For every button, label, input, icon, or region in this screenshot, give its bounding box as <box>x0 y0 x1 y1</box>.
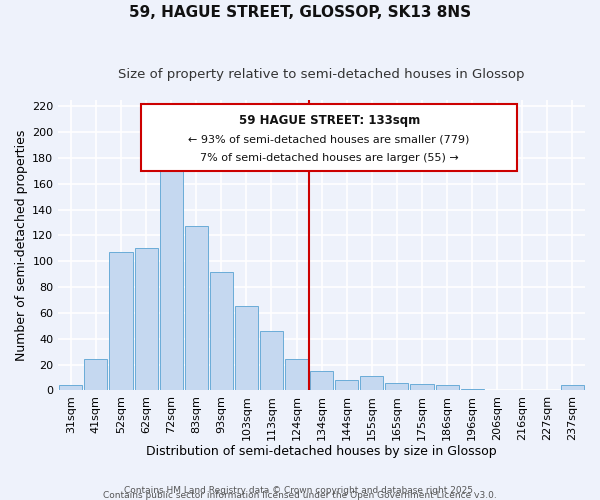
Bar <box>285 360 308 390</box>
Bar <box>210 272 233 390</box>
X-axis label: Distribution of semi-detached houses by size in Glossop: Distribution of semi-detached houses by … <box>146 444 497 458</box>
Bar <box>335 380 358 390</box>
Bar <box>260 331 283 390</box>
Text: Contains public sector information licensed under the Open Government Licence v3: Contains public sector information licen… <box>103 490 497 500</box>
Bar <box>436 385 458 390</box>
Bar <box>385 382 409 390</box>
Bar <box>235 306 258 390</box>
Bar <box>561 385 584 390</box>
Bar <box>85 360 107 390</box>
Bar <box>310 371 333 390</box>
Bar <box>109 252 133 390</box>
Bar <box>134 248 158 390</box>
Text: Contains HM Land Registry data © Crown copyright and database right 2025.: Contains HM Land Registry data © Crown c… <box>124 486 476 495</box>
Bar <box>185 226 208 390</box>
FancyBboxPatch shape <box>141 104 517 171</box>
Text: 59, HAGUE STREET, GLOSSOP, SK13 8NS: 59, HAGUE STREET, GLOSSOP, SK13 8NS <box>129 5 471 20</box>
Text: 59 HAGUE STREET: 133sqm: 59 HAGUE STREET: 133sqm <box>239 114 420 127</box>
Text: ← 93% of semi-detached houses are smaller (779): ← 93% of semi-detached houses are smalle… <box>188 134 470 144</box>
Text: 7% of semi-detached houses are larger (55) →: 7% of semi-detached houses are larger (5… <box>200 152 458 162</box>
Bar <box>410 384 434 390</box>
Bar <box>360 376 383 390</box>
Bar <box>59 385 82 390</box>
Bar <box>160 154 182 390</box>
Title: Size of property relative to semi-detached houses in Glossop: Size of property relative to semi-detach… <box>118 68 525 80</box>
Bar <box>461 389 484 390</box>
Y-axis label: Number of semi-detached properties: Number of semi-detached properties <box>15 130 28 360</box>
